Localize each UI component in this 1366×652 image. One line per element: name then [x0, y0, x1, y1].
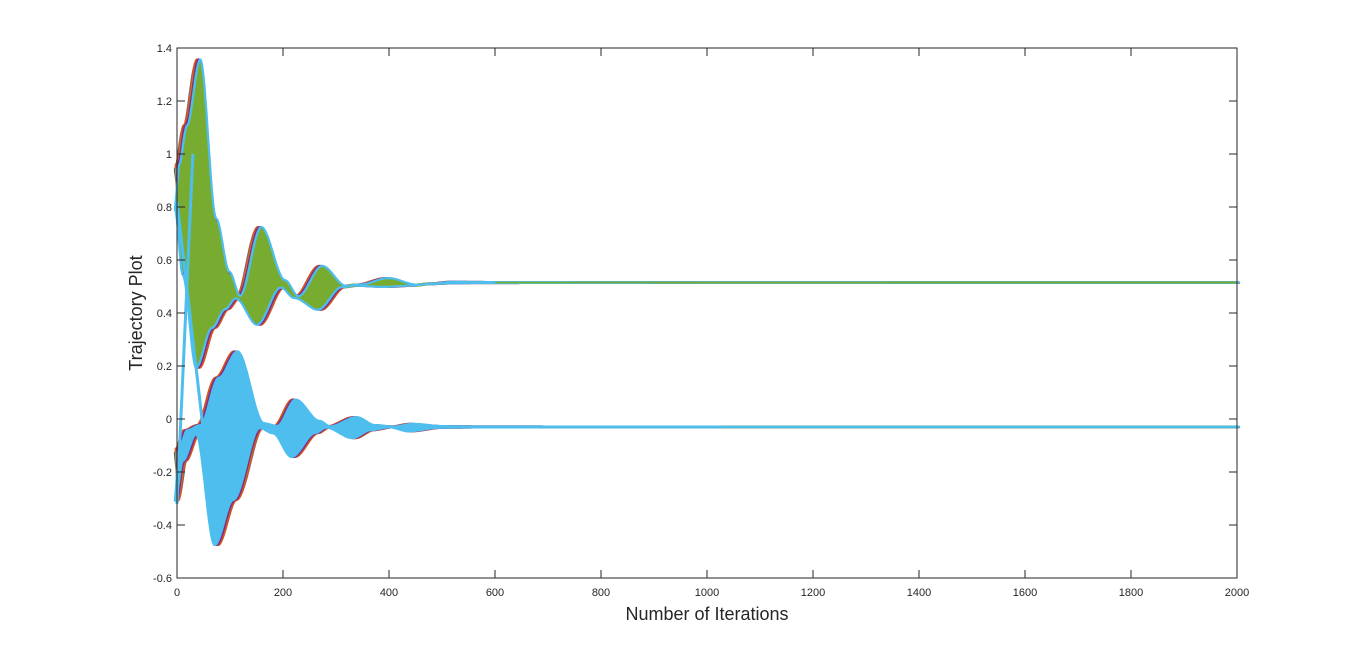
y-axis-label: Trajectory Plot [126, 255, 146, 370]
y-tick-label: 0.2 [157, 361, 172, 373]
x-tick-label: 1400 [907, 587, 931, 599]
x-tick-label: 800 [592, 587, 610, 599]
y-tick-label: -0.4 [153, 520, 172, 532]
x-tick-label: 2000 [1225, 587, 1249, 599]
x-tick-label: 600 [486, 587, 504, 599]
ticks-layer: 0 200 400 600 800 1000 1200 1400 1600 1800 2000 -0.… [153, 43, 1249, 599]
x-tick-label: 1000 [695, 587, 719, 599]
axes-frame [176, 47, 1238, 579]
y-tick-label: -0.2 [153, 467, 172, 479]
series-layer [173, 58, 1241, 547]
crossing-trajectory-1 [175, 201, 205, 433]
trajectory-band-2 [173, 350, 1241, 547]
plot-area: 0 200 400 600 800 1000 1200 1400 1600 1800 2000 -0.… [153, 43, 1249, 599]
y-tick-label: 1 [166, 149, 172, 161]
axes-box [176, 47, 1238, 579]
y-tick-label: 1.4 [157, 43, 172, 55]
y-tick-label: 0 [166, 414, 172, 426]
y-tick-label: 0.6 [157, 255, 172, 267]
y-tick-label: 0.4 [157, 308, 172, 320]
y-tick-label: 0.8 [157, 202, 172, 214]
x-tick-label: 400 [380, 587, 398, 599]
y-tick-label: 1.2 [157, 96, 172, 108]
y-tick-label: -0.6 [153, 573, 172, 585]
x-tick-label: 1200 [801, 587, 825, 599]
crossing-trajectory-2 [175, 153, 195, 504]
x-tick-label: 200 [274, 587, 292, 599]
x-tick-label: 1800 [1119, 587, 1143, 599]
x-axis-label: Number of Iterations [625, 604, 788, 624]
x-tick-label: 0 [174, 587, 180, 599]
x-tick-label: 1600 [1013, 587, 1037, 599]
